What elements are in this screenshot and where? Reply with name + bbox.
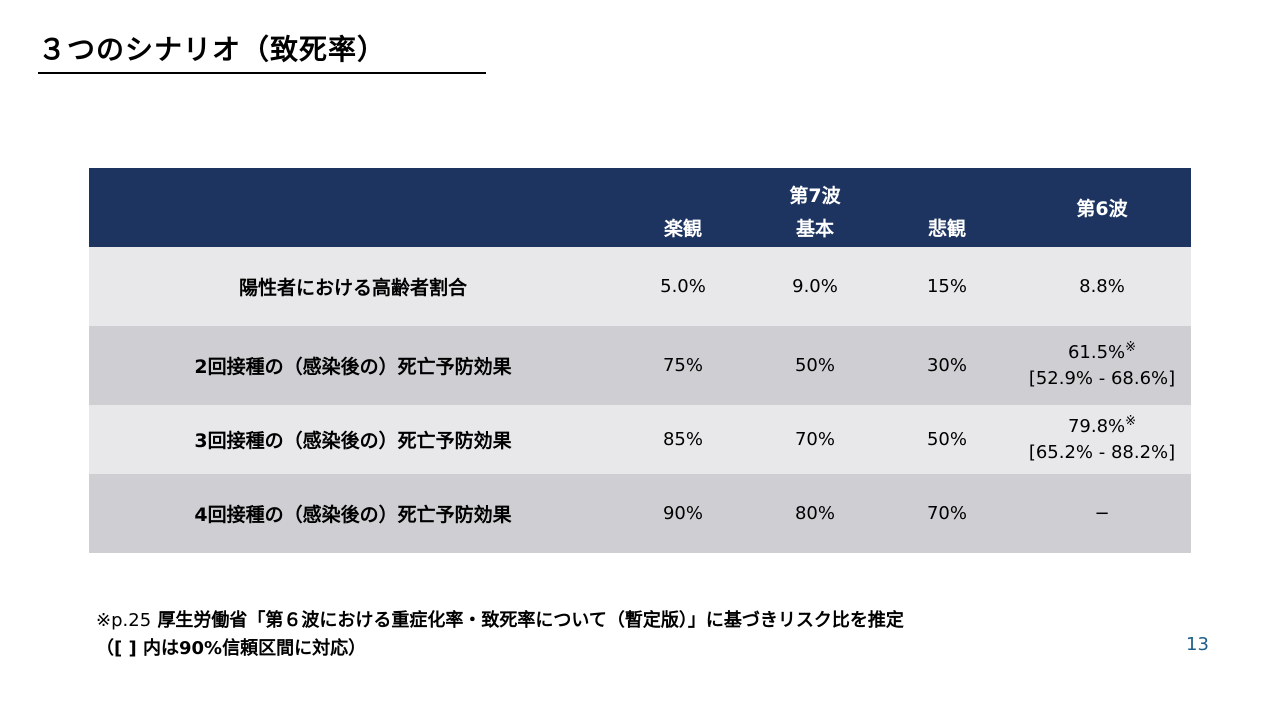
header-base: 基本 (795, 218, 834, 240)
table-row: 陽性者における高齢者割合 5.0% 9.0% 15% 8.8% (89, 247, 1191, 326)
row-label: 陽性者における高齢者割合 (238, 277, 467, 299)
wave6-confidence-interval: [52.9% - 68.6%] (1028, 367, 1176, 389)
header-row-scenarios: 楽観 基本 悲観 (89, 208, 1191, 247)
value-optimistic: 85% (662, 429, 703, 450)
value-pessimistic: 70% (926, 503, 967, 524)
table-row: 4回接種の（感染後の）死亡予防効果 90% 80% 70% − (89, 474, 1191, 553)
page-title: ３つのシナリオ（致死率） (38, 30, 486, 74)
footnote-mark: ※ (96, 610, 112, 631)
footnote-page-ref: p.25 (111, 610, 152, 631)
header-blank (89, 168, 617, 208)
header-row-group: 第7波 第6波 (89, 168, 1191, 220)
value-pessimistic: 30% (926, 355, 967, 376)
row-label: 3回接種の（感染後の）死亡予防効果 (194, 430, 512, 452)
value-wave6: 8.8% (1079, 276, 1125, 297)
header-blank-2 (89, 208, 617, 247)
table-row: 3回接種の（感染後の）死亡予防効果 85% 70% 50% 79.8%※ [65… (89, 405, 1191, 474)
value-base: 80% (794, 503, 835, 524)
value-wave6: − (1094, 503, 1110, 524)
wave6-note-mark: ※ (1125, 413, 1137, 429)
footnote: ※p.25 厚生労働省「第６波における重症化率・致死率について（暫定版）」に基づ… (96, 607, 1186, 663)
value-base: 50% (794, 355, 835, 376)
value-base: 9.0% (792, 276, 838, 297)
wave6-note-mark: ※ (1125, 339, 1137, 355)
value-optimistic: 75% (662, 355, 703, 376)
value-pessimistic: 50% (926, 429, 967, 450)
header-wave6: 第6波 (1076, 198, 1128, 220)
row-label: 2回接種の（感染後の）死亡予防効果 (194, 356, 512, 378)
value-optimistic: 5.0% (660, 276, 706, 297)
value-pessimistic: 15% (926, 276, 967, 297)
header-wave7: 第7波 (789, 185, 841, 207)
header-pessimistic: 悲観 (927, 218, 966, 240)
value-wave6: 61.5%※ [52.9% - 68.6%] (1013, 326, 1191, 405)
row-label: 4回接種の（感染後の）死亡予防効果 (194, 504, 512, 526)
wave6-confidence-interval: [65.2% - 88.2%] (1028, 441, 1176, 463)
value-base: 70% (794, 429, 835, 450)
value-optimistic: 90% (662, 503, 703, 524)
value-wave6: 79.8%※ [65.2% - 88.2%] (1013, 405, 1191, 474)
page-number: 13 (1186, 634, 1209, 655)
table-row: 2回接種の（感染後の）死亡予防効果 75% 50% 30% 61.5%※ [52… (89, 326, 1191, 405)
header-optimistic: 楽観 (663, 218, 702, 240)
footnote-line-1: ※p.25 厚生労働省「第６波における重症化率・致死率について（暫定版）」に基づ… (96, 607, 1186, 635)
wave6-value: 61.5% (1067, 341, 1126, 363)
scenario-table: 第7波 第6波 楽観 基本 悲観 陽性者における高齢者割合 5.0% 9.0% … (89, 168, 1191, 553)
footnote-line-2: （[ ] 内は90%信頼区間に対応） (96, 638, 367, 659)
wave6-value: 79.8% (1067, 415, 1126, 437)
footnote-text: 厚生労働省「第６波における重症化率・致死率について（暫定版）」に基づきリスク比を… (157, 610, 904, 631)
